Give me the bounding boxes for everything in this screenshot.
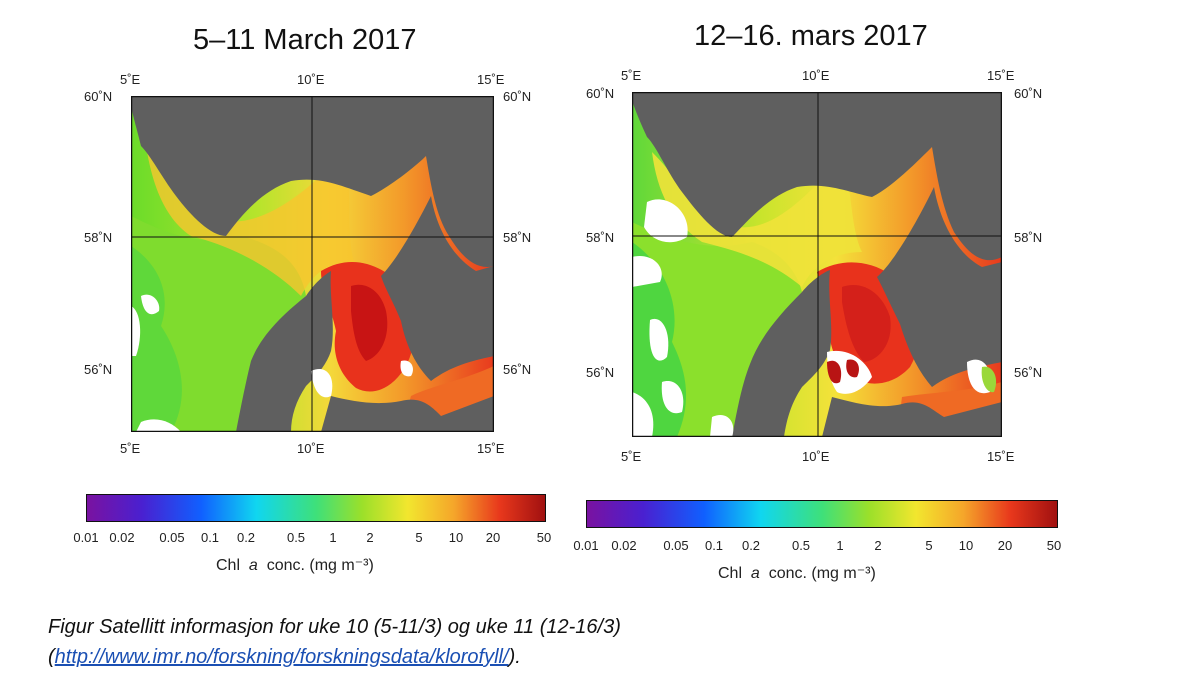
lon-label-top-5e: 5˚E: [120, 72, 141, 87]
colorbar-tick: 0.01: [573, 538, 599, 553]
lon-label-top-5e: 5˚E: [621, 68, 642, 83]
colorbar-tick: 0.01: [73, 530, 99, 545]
chlorophyll-map-left: [131, 96, 494, 432]
colorbar-tick: 0.1: [704, 538, 724, 553]
colorbar-tick: 2: [366, 530, 374, 545]
colorbar-tick: 50: [1046, 538, 1062, 553]
colorbar-tick: 0.05: [663, 538, 689, 553]
colorbar-tick: 5: [415, 530, 423, 545]
lon-label-top-10e: 10˚E: [802, 68, 830, 83]
lat-label-left-60n: 60˚N: [84, 89, 113, 104]
lat-label-left-56n: 56˚N: [84, 362, 113, 377]
colorbar-tick: 0.2: [236, 530, 256, 545]
colorbar-ticks-right: 0.01 0.02 0.05 0.1 0.2 0.5 1 2 5 10 20 5…: [573, 538, 1062, 556]
chlorophyll-map-right: [632, 92, 1002, 437]
lat-label-right-56n: 56˚N: [503, 362, 532, 377]
lat-label-right-60n: 60˚N: [503, 89, 532, 104]
colorbar-tick: 10: [958, 538, 974, 553]
lat-label-right-56n: 56˚N: [1014, 365, 1043, 380]
colorbar-left: [86, 494, 546, 522]
colorbar-tick: 5: [925, 538, 933, 553]
lon-label-top-15e: 15˚E: [477, 72, 505, 87]
lat-label-right-58n: 58˚N: [1014, 230, 1043, 245]
colorbar-tick: 10: [448, 530, 464, 545]
figure-caption: Figur Satellitt informasjon for uke 10 (…: [48, 612, 621, 672]
colorbar-tick: 20: [485, 530, 501, 545]
colorbar-tick: 0.05: [159, 530, 185, 545]
colorbar-ticks-left: 0.01 0.02 0.05 0.1 0.2 0.5 1 2 5 10 20 5…: [73, 530, 551, 548]
colorbar-tick: 0.2: [741, 538, 761, 553]
colorbar-tick: 20: [997, 538, 1013, 553]
colorbar-tick: 0.5: [791, 538, 811, 553]
colorbar-label-right: Chl a conc. (mg m⁻³): [718, 565, 876, 582]
colorbar-tick: 0.02: [109, 530, 135, 545]
lat-label-left-60n: 60˚N: [586, 86, 615, 101]
colorbar-tick: 0.1: [200, 530, 220, 545]
caption-link-line: (http://www.imr.no/forskning/forskningsd…: [48, 646, 521, 668]
map-title-right: 12–16. mars 2017: [694, 20, 928, 52]
lon-label-bottom-15e: 15˚E: [987, 449, 1015, 464]
lon-label-bottom-10e: 10˚E: [802, 449, 830, 464]
colorbar-tick: 0.02: [611, 538, 637, 553]
lon-label-top-10e: 10˚E: [297, 72, 325, 87]
colorbar-label-left: Chl a conc. (mg m⁻³): [216, 557, 374, 574]
lat-label-left-58n: 58˚N: [586, 230, 615, 245]
map-title-left: 5–11 March 2017: [193, 24, 417, 56]
colorbar-tick: 1: [329, 530, 337, 545]
lon-label-top-15e: 15˚E: [987, 68, 1015, 83]
lon-label-bottom-10e: 10˚E: [297, 441, 325, 456]
colorbar-tick: 50: [536, 530, 552, 545]
colorbar-right: [586, 500, 1058, 528]
lat-label-right-58n: 58˚N: [503, 230, 532, 245]
lon-label-bottom-5e: 5˚E: [120, 441, 141, 456]
colorbar-tick: 1: [836, 538, 844, 553]
lon-label-bottom-5e: 5˚E: [621, 449, 642, 464]
caption-text: Figur Satellitt informasjon for uke 10 (…: [48, 616, 621, 638]
source-link[interactable]: http://www.imr.no/forskning/forskningsda…: [54, 646, 509, 668]
colorbar-tick: 0.5: [286, 530, 306, 545]
colorbar-tick: 2: [874, 538, 882, 553]
lat-label-left-56n: 56˚N: [586, 365, 615, 380]
lat-label-right-60n: 60˚N: [1014, 86, 1043, 101]
lon-label-bottom-15e: 15˚E: [477, 441, 505, 456]
lat-label-left-58n: 58˚N: [84, 230, 113, 245]
